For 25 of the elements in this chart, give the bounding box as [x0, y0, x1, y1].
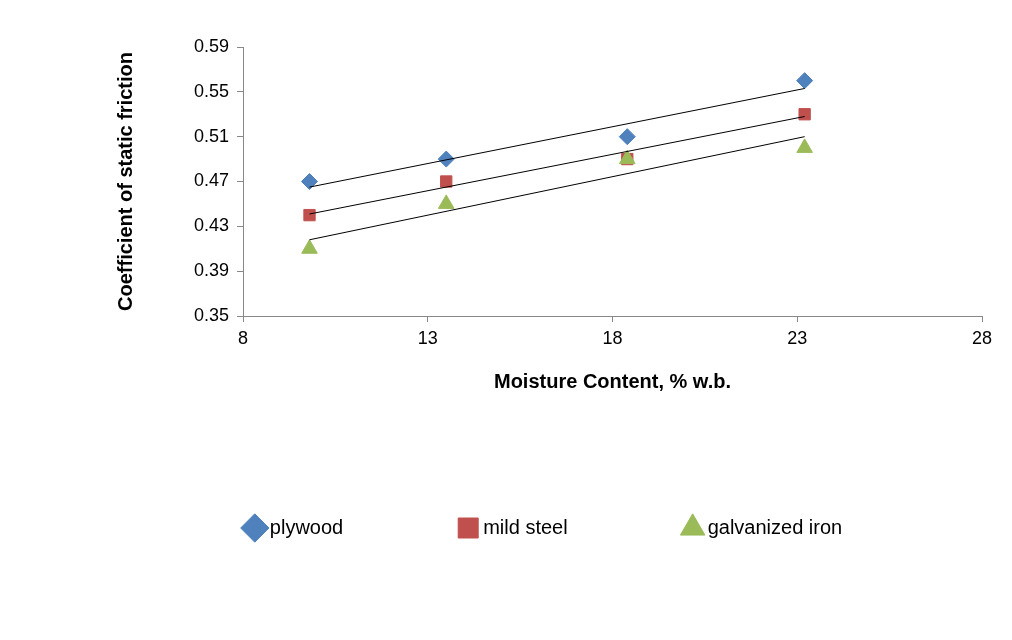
point: [301, 173, 319, 190]
x-tick-label: 18: [602, 327, 623, 348]
y-tick-label: 0.51: [193, 125, 229, 146]
y-tick-label: 0.39: [193, 260, 229, 281]
point: [440, 175, 453, 188]
y-tick-label: 0.35: [193, 304, 229, 325]
x-tick-label: 13: [417, 327, 438, 348]
legend-label: plywood: [269, 515, 344, 538]
x-axis-title: Moisture Content, % w.b.: [493, 369, 732, 392]
y-tick-label: 0.59: [193, 35, 229, 56]
x-tick-label: 23: [787, 327, 808, 348]
point: [798, 108, 811, 121]
y-tick-label: 0.55: [193, 80, 229, 101]
x-tick-label: 8: [237, 327, 249, 348]
x-tick-label: 28: [971, 327, 993, 348]
legend-label: galvanized iron: [707, 515, 843, 538]
y-tick-label: 0.43: [193, 215, 229, 236]
y-axis-title: Coefficient of static friction: [113, 52, 136, 311]
y-tick-label: 0.47: [193, 170, 229, 191]
point: [437, 194, 455, 209]
point: [303, 208, 316, 222]
point: [618, 128, 636, 146]
point: [796, 72, 814, 90]
point: [301, 239, 318, 254]
legend-label: mild steel: [483, 515, 568, 538]
